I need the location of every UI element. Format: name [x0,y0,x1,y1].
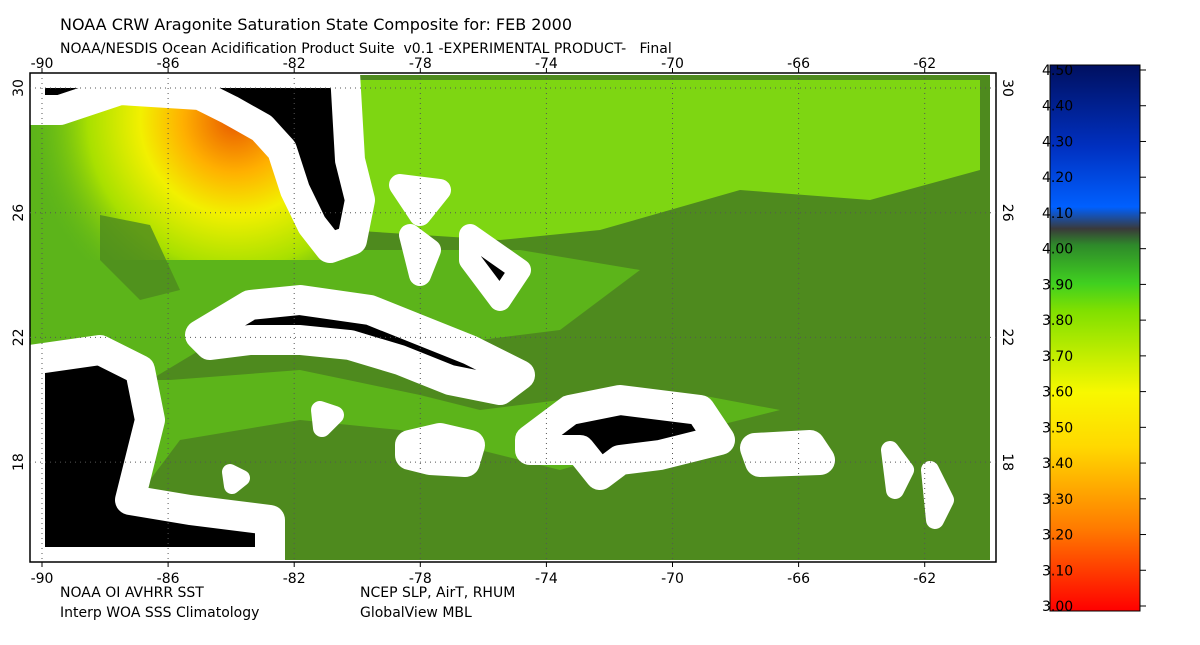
lon-label: -86 [157,571,180,587]
lat-label: 30 [999,79,1015,97]
lat-label: 22 [11,328,27,346]
lat-label: 26 [999,204,1015,222]
title: NOAA CRW Aragonite Saturation State Comp… [60,15,572,34]
lon-label: -70 [661,56,684,72]
subtitle: NOAA/NESDIS Ocean Acidification Product … [60,41,672,57]
lon-label: -74 [535,571,558,587]
lon-label: -62 [913,571,936,587]
colorbar-label: 3.10 [1042,563,1073,579]
footer-text: Interp WOA SSS Climatology [60,605,259,621]
lat-label: 30 [11,79,27,97]
lon-label: -66 [787,56,810,72]
colorbar-label: 4.40 [1042,99,1073,115]
colorbar-label: 4.20 [1042,170,1073,186]
map [15,58,997,577]
colorbar-label: 3.80 [1042,313,1073,329]
lat-label: 18 [999,453,1015,471]
lon-label: -82 [283,571,306,587]
lon-label: -86 [157,56,180,72]
lat-label: 18 [11,453,27,471]
graticule [30,68,996,567]
footer-text: NCEP SLP, AirT, RHUM [360,585,515,601]
colorbar-label: 3.90 [1042,277,1073,293]
colorbar-label: 3.40 [1042,456,1073,472]
lon-label: -90 [31,571,54,587]
colorbar-label: 4.10 [1042,206,1073,222]
lon-label: -74 [535,56,558,72]
lon-label: -78 [409,56,432,72]
lon-label: -66 [787,571,810,587]
footer-text: GlobalView MBL [360,605,472,621]
lat-label: 22 [999,328,1015,346]
colorbar-label: 3.50 [1042,420,1073,436]
lat-label: 26 [11,204,27,222]
colorbar: 4.50 4.40 4.30 4.20 4.10 4.00 3.90 3.80 3.70 3.60… [1042,63,1146,615]
colorbar-label: 4.50 [1042,63,1073,79]
colorbar-label: 4.00 [1042,242,1073,258]
axis-labels: -90 -90 -86 -86 -82 -82 -78 -78 -74 -74 -70 -70 -66 -… [11,56,1015,587]
colorbar-label: 3.30 [1042,492,1073,508]
colorbar-label: 3.70 [1042,349,1073,365]
lon-label: -78 [409,571,432,587]
colorbar-label: 3.60 [1042,385,1073,401]
lon-label: -62 [913,56,936,72]
lon-label: -70 [661,571,684,587]
lon-label: -90 [31,56,54,72]
colorbar-label: 3.20 [1042,528,1073,544]
lon-label: -82 [283,56,306,72]
footer-text: NOAA OI AVHRR SST [60,585,204,601]
colorbar-label: 3.00 [1042,599,1073,615]
colorbar-label: 4.30 [1042,134,1073,150]
